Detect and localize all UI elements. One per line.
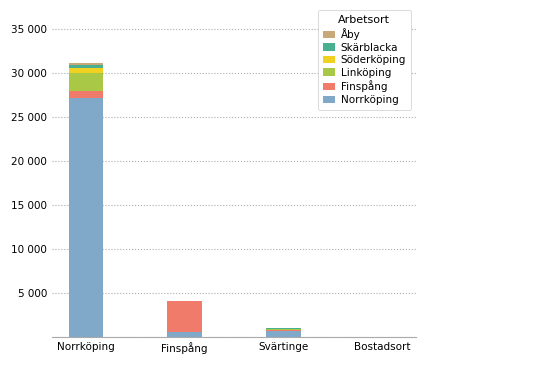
Legend: Åby, Skärblacka, Söderköping, Linköping, Finspång, Norrköping: Åby, Skärblacka, Söderköping, Linköping,… [318,10,411,110]
Bar [167,301,202,332]
Bar [68,91,103,98]
Bar [266,329,301,330]
Bar [68,73,103,91]
Bar [266,330,301,331]
Bar [68,64,103,65]
Bar [68,65,103,68]
Bar [68,68,103,73]
Bar [266,331,301,337]
Bar [167,332,202,337]
Bar [68,98,103,337]
